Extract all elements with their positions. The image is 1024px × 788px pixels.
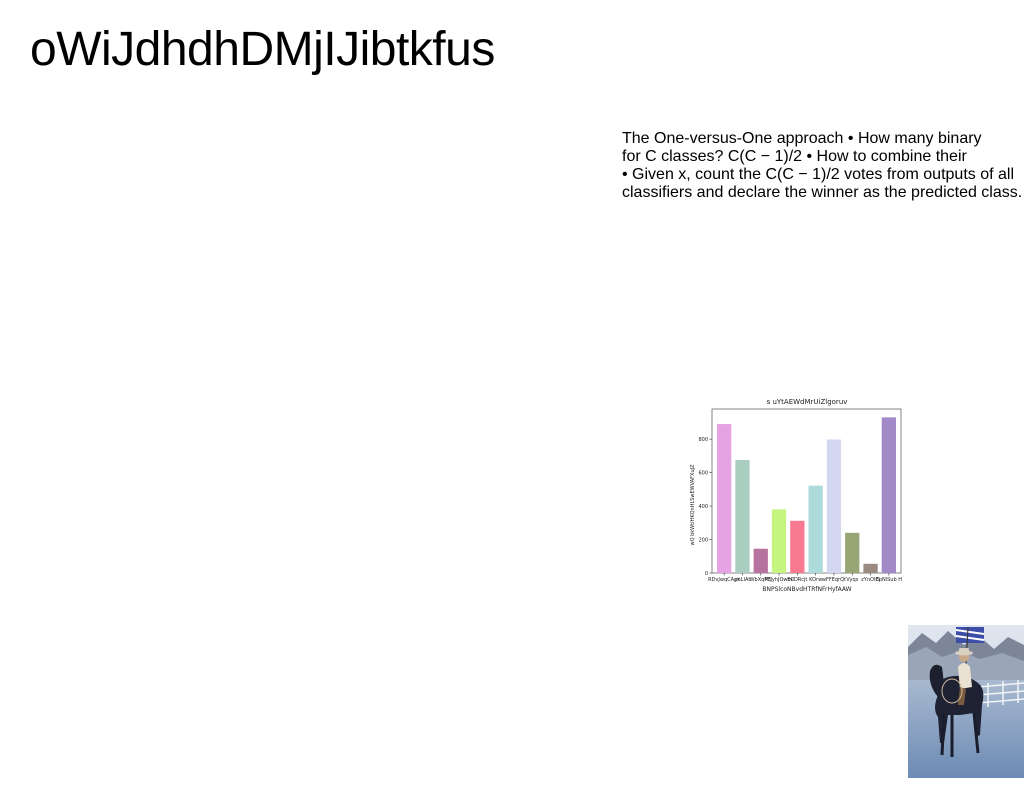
x-tick-label: wFFEqrQt [822, 577, 846, 583]
chart-plot-frame [711, 408, 902, 574]
bar [771, 509, 787, 573]
x-tick-label: ynLIAt [735, 577, 751, 583]
body-line: classifiers and declare the winner as th… [622, 184, 1023, 201]
y-tick-label: 600 [698, 470, 708, 476]
cowboy-photo [908, 625, 1024, 778]
bar [845, 532, 860, 573]
x-tick-label: zYnOllS [861, 577, 880, 583]
y-tick-label: 0 [705, 571, 708, 577]
bar [735, 460, 750, 573]
bar [808, 485, 823, 573]
x-tick-label: WbXqPEj [750, 577, 772, 583]
slide-body-text: The One-versus-One approach • How many b… [622, 130, 1024, 202]
y-tick-label: 200 [698, 537, 708, 543]
bar [753, 548, 768, 573]
x-tick-label: EpNlSub H [876, 577, 903, 583]
chart-y-axis-label: wQ bkWtIHKQnHLSwEWVAFXuJZ [690, 464, 696, 546]
bar [881, 417, 896, 573]
bar-chart: s uYtAEWdMrUiZlgoruv wQ bkWtIHKQnHLSwEWV… [686, 393, 916, 598]
bar [790, 520, 805, 573]
x-tick-label: Vyqs [846, 577, 858, 583]
bar [863, 563, 878, 573]
x-tick-label: RDvJwqCApk [708, 577, 740, 583]
x-tick-label: MSyhJOwml [764, 577, 793, 583]
body-line: • Given x, count the C(C − 1)/2 votes fr… [622, 166, 1014, 183]
chart-title: s uYtAEWdMrUiZlgoruv [767, 398, 848, 406]
chart-x-axis-label: BNPSlcoNBvdHTRfNFrHyfAAW [762, 586, 851, 593]
y-tick-label: 400 [698, 504, 708, 510]
bar [717, 424, 732, 573]
bar [826, 439, 842, 573]
x-tick-label: KOrw [809, 577, 822, 583]
body-line: for C classes? C(C − 1)/2 • How to combi… [622, 148, 967, 165]
body-line: The One-versus-One approach • How many b… [622, 130, 982, 147]
bar-chart-svg: s uYtAEWdMrUiZlgoruv wQ bkWtIHKQnHLSwEWV… [690, 398, 903, 593]
y-tick-label: 800 [698, 437, 708, 443]
slide-title: oWiJdhdhDMjIJibtkfus [30, 23, 495, 76]
x-tick-label: ECDRcjt [787, 577, 807, 583]
cowboy-on-horse-image [908, 625, 1024, 778]
